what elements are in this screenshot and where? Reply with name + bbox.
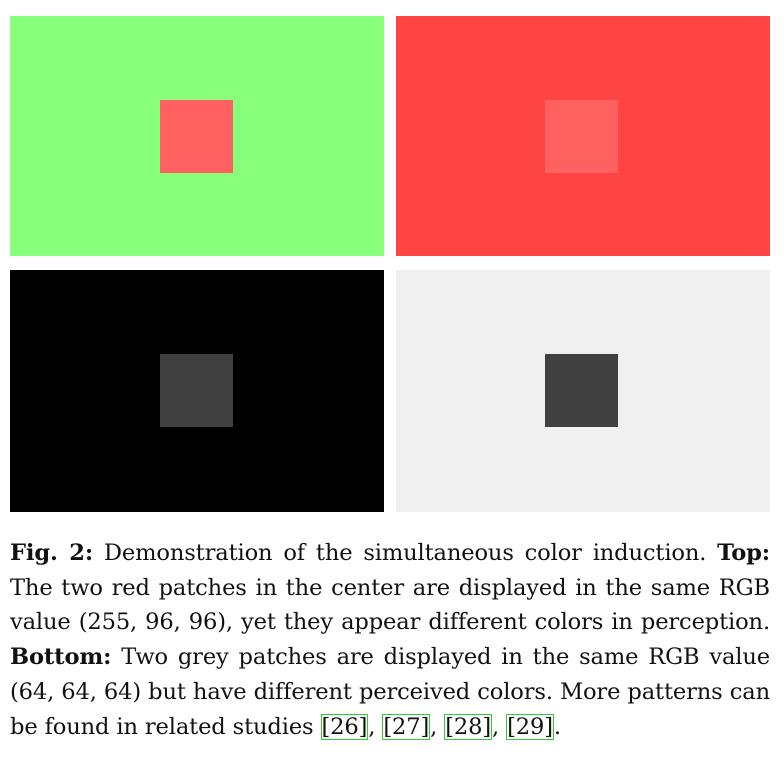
citation-link[interactable]: [28] <box>444 713 493 740</box>
top-description: The two red patches in the center are di… <box>10 574 770 636</box>
center-patch <box>160 354 233 427</box>
caption-end: . <box>553 713 561 740</box>
center-patch <box>160 100 233 173</box>
figure-panel-bottom-left <box>10 270 384 512</box>
bottom-description: Two grey patches are displayed in the sa… <box>10 644 770 740</box>
separator: , <box>368 713 383 740</box>
figure-panel-top-right <box>396 16 770 256</box>
citation-link[interactable]: [29] <box>506 713 554 740</box>
separator: , <box>492 713 507 740</box>
caption-intro: Demonstration of the simultaneous color … <box>93 540 718 566</box>
center-patch <box>545 100 618 173</box>
figure-label: Fig. 2: <box>10 540 94 566</box>
citation-link[interactable]: [26] <box>320 713 369 740</box>
top-label: Top: <box>717 540 770 566</box>
citation-link[interactable]: [27] <box>382 713 431 740</box>
figure-caption: Fig. 2: Demonstration of the simultaneou… <box>10 536 770 744</box>
center-patch <box>545 354 618 427</box>
bottom-label: Bottom: <box>10 644 112 671</box>
separator: , <box>430 713 445 740</box>
figure-panel-bottom-right <box>396 270 770 512</box>
figure-panel-top-left <box>10 16 384 256</box>
